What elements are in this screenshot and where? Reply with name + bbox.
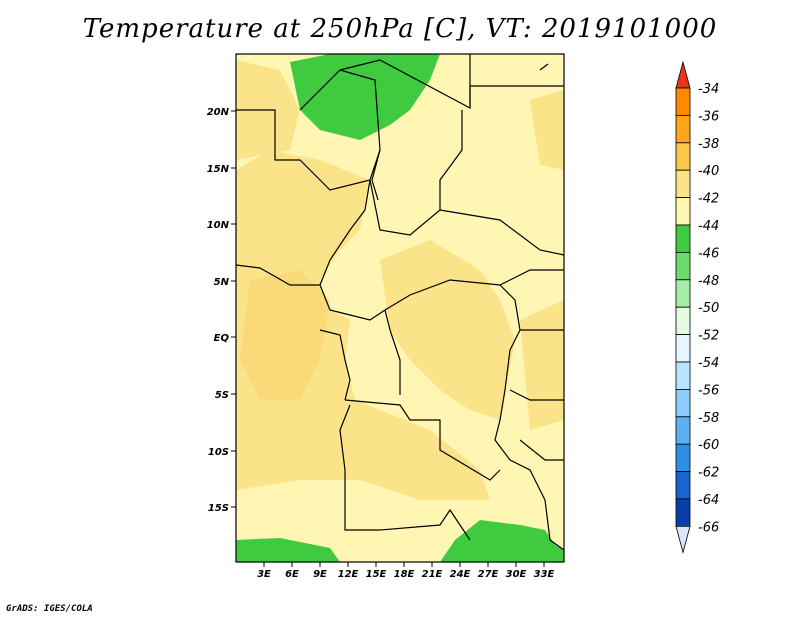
colorbar-swatch xyxy=(675,361,691,390)
border-line xyxy=(494,284,564,551)
colorbar-swatch xyxy=(675,443,691,473)
lon-tick-label: 6E xyxy=(285,569,299,580)
lon-tick-label: 30E xyxy=(506,569,527,580)
colorbar-swatch xyxy=(675,306,691,336)
colorbar-label: -64 xyxy=(698,493,719,508)
colorbar-label: -44 xyxy=(698,219,719,234)
colorbar-swatch xyxy=(675,334,691,363)
colorbar-label: -40 xyxy=(698,164,719,179)
lon-tick-label: 9E xyxy=(313,569,327,580)
lon-tick-label: 15E xyxy=(366,569,387,580)
border-line xyxy=(339,404,471,541)
border-line xyxy=(439,209,564,256)
lat-tick-label: 15S xyxy=(208,503,229,514)
border-line xyxy=(469,85,564,108)
lat-tick-label: 5S xyxy=(215,390,229,401)
colorbar: -34 -36 -38 -40 -42 -44 -46 -48 -50 -52 -54 -56 -58 -… xyxy=(675,60,719,554)
border-line xyxy=(371,149,381,201)
colorbar-label: -58 xyxy=(698,411,719,426)
cold-region-southeast xyxy=(440,520,564,562)
border-line xyxy=(509,389,564,401)
border-line xyxy=(539,63,549,71)
border-line xyxy=(236,264,320,286)
lat-axis: 20N 15N 10N 5N EQ 5S 10S 15S xyxy=(207,107,236,514)
colorbar-label: -52 xyxy=(698,329,719,344)
border-line xyxy=(319,179,564,321)
temperature-fields xyxy=(236,54,564,562)
lat-tick-label: 20N xyxy=(207,107,230,118)
lon-tick-label: 24E xyxy=(450,569,471,580)
cold-region-southwest xyxy=(236,538,340,562)
colorbar-label: -36 xyxy=(698,109,719,124)
lon-tick-label: 33E xyxy=(534,569,555,580)
lat-tick-label: 5N xyxy=(214,277,230,288)
lon-tick-label: 27E xyxy=(478,569,499,580)
border-line xyxy=(236,69,381,191)
colorbar-swatch xyxy=(675,115,691,144)
colorbar-swatch xyxy=(675,498,691,527)
colorbar-swatch xyxy=(675,251,691,281)
colorbar-label: -38 xyxy=(698,137,719,152)
colorbar-label: -60 xyxy=(698,438,719,453)
colorbar-label: -50 xyxy=(698,301,719,316)
border-line xyxy=(339,54,471,109)
colorbar-swatch xyxy=(675,87,691,116)
country-borders xyxy=(236,54,564,551)
warmer-region-west xyxy=(240,270,330,400)
colorbar-swatch xyxy=(675,416,691,445)
colorbar-top-arrow xyxy=(675,60,691,89)
chart-title: Temperature at 250hPa [C], VT: 201910100… xyxy=(82,14,718,44)
map-panel: 3E 6E 9E 12E 15E 18E 21E 24E 27E 30E 33E… xyxy=(207,53,565,580)
border-line xyxy=(344,399,501,481)
lon-axis: 3E 6E 9E 12E 15E 18E 21E 24E 27E 30E 33E xyxy=(257,562,555,580)
colorbar-label: -62 xyxy=(698,466,719,481)
border-line xyxy=(319,329,351,401)
colorbar-label: -34 xyxy=(698,82,719,97)
colorbar-label: -56 xyxy=(698,383,719,398)
colorbar-label: -48 xyxy=(698,274,719,289)
cold-region-north xyxy=(290,54,440,140)
colorbar-label: -66 xyxy=(698,520,719,535)
warm-region-central xyxy=(380,240,515,420)
colorbar-swatch xyxy=(675,142,691,171)
lat-tick-label: 10S xyxy=(208,447,229,458)
colorbar-swatch xyxy=(675,197,691,226)
warm-region-northeast xyxy=(530,90,564,170)
colorbar-swatch xyxy=(675,471,691,500)
border-line xyxy=(519,439,564,461)
map-frame xyxy=(235,53,565,563)
colorbar-bottom-arrow xyxy=(675,526,691,554)
colorbar-swatch xyxy=(675,169,691,198)
warm-region-east xyxy=(520,300,564,430)
lat-tick-label: 15N xyxy=(207,164,230,175)
lat-tick-label: 10N xyxy=(207,220,230,231)
border-line xyxy=(384,309,401,395)
lat-tick-label: EQ xyxy=(214,333,230,344)
colorbar-label: -46 xyxy=(698,246,719,261)
lon-tick-label: 18E xyxy=(394,569,415,580)
lon-tick-label: 21E xyxy=(422,569,443,580)
warm-region-west xyxy=(236,150,490,500)
colorbar-swatch xyxy=(675,388,691,418)
colorbar-label: -42 xyxy=(698,192,719,207)
colorbar-swatch xyxy=(675,279,691,308)
lon-tick-label: 12E xyxy=(338,569,359,580)
colorbar-label: -54 xyxy=(698,356,719,371)
lon-tick-label: 3E xyxy=(257,569,271,580)
grads-credit: GrADS: IGES/COLA xyxy=(6,604,93,614)
colorbar-swatch xyxy=(675,224,691,253)
